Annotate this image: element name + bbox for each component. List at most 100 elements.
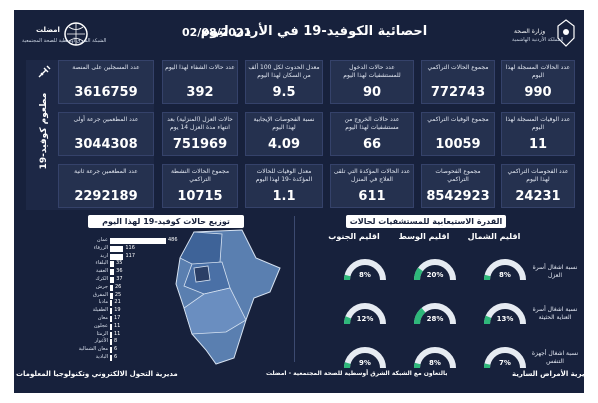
stat-label: عدد الحالات المؤكدة التي تلقى العلاج في … bbox=[333, 168, 411, 183]
stat-value: 4.09 bbox=[267, 137, 301, 152]
bar-value-label: 116 bbox=[125, 244, 135, 251]
stat-card-death-rate: معدل الوفيات للحالات المؤكدة -19 لهذا ال… bbox=[245, 164, 323, 208]
capacity-title: القدرة الاستيعابية للمستشفيات لحالات كوف… bbox=[346, 215, 506, 239]
stat-value: 66 bbox=[362, 137, 382, 152]
bar bbox=[110, 284, 113, 291]
stat-label: عدد الفحوصات التراكمي لهذا اليوم bbox=[507, 168, 569, 183]
governorate-label: الزرقاء bbox=[93, 244, 108, 251]
vaccine-dose1-card: عدد المطعمين جرعة أولى 3044308 bbox=[58, 112, 154, 156]
bar-value-label: 36 bbox=[116, 268, 123, 275]
occupancy-gauge: 8% bbox=[412, 342, 458, 378]
stat-label: مجموع الحالات النشطة التراكمي bbox=[170, 168, 230, 183]
gauge-value: 8% bbox=[499, 271, 511, 279]
stat-label: معدل الحدوث لكل 100 ألف من السكان لهذا ا… bbox=[248, 64, 320, 79]
gauge-value: 28% bbox=[426, 315, 444, 323]
bar bbox=[110, 253, 124, 260]
stat-value: 90 bbox=[362, 85, 382, 100]
gauge-value: 8% bbox=[359, 271, 371, 279]
emblem-icon bbox=[557, 19, 575, 47]
stat-value: 8542923 bbox=[426, 189, 490, 204]
stat-value: 24231 bbox=[515, 189, 561, 204]
governorate-label: معان bbox=[97, 315, 108, 321]
stat-card-daily-tests: عدد الفحوصات التراكمي لهذا اليوم 24231 bbox=[501, 164, 575, 208]
footer-middle: بالتعاون مع الشبكة الشرق أوسطية للصحة ال… bbox=[266, 370, 448, 377]
gauge-track bbox=[344, 347, 386, 369]
vaccine-dose1-label: عدد المطعمين جرعة أولى bbox=[73, 116, 139, 123]
bar-value-label: 17 bbox=[114, 315, 121, 321]
bar bbox=[110, 308, 113, 315]
emphnet-logo: امضلت الشبكة الشرق أوسطية للصحة المجتمعي… bbox=[22, 16, 106, 52]
stat-label: مجموع الفحوصات التراكمي bbox=[435, 168, 481, 183]
bar-value-label: 486 bbox=[168, 237, 178, 243]
vaccine-dose2-value: 2292189 bbox=[74, 189, 138, 204]
stat-label: عدد حالات الشفاء لهذا اليوم bbox=[165, 64, 235, 71]
vaccine-dose2-card: عدد المطعمين جرعة ثانية 2292189 bbox=[58, 164, 154, 208]
occupancy-gauge: 20% bbox=[412, 254, 458, 290]
stat-card-daily-cases: عدد الحالات المسجلة لهذا اليوم 990 bbox=[501, 60, 575, 104]
gauge-fill bbox=[414, 307, 426, 325]
bar bbox=[110, 355, 112, 361]
bar-value-label: 25 bbox=[114, 291, 122, 298]
occupancy-gauge: 28% bbox=[412, 298, 458, 334]
governorate-label: البادية bbox=[95, 354, 108, 360]
gauge-fill bbox=[343, 362, 351, 369]
stat-label: عدد حالات الدخول للمستشفيات لهذا اليوم bbox=[343, 64, 401, 79]
bar-value-label: 37 bbox=[116, 276, 123, 282]
occupancy-gauge: 7% bbox=[482, 342, 528, 378]
gauge-track bbox=[344, 259, 386, 281]
bar-value-label: 11 bbox=[114, 322, 121, 329]
region-central-label: اقليم الوسط bbox=[398, 232, 450, 241]
stat-label: معدل الوفيات للحالات المؤكدة -19 لهذا ال… bbox=[255, 168, 313, 183]
gauge-value: 20% bbox=[426, 271, 444, 279]
stat-value: 392 bbox=[186, 85, 214, 100]
occupancy-gauge: 8% bbox=[342, 254, 388, 290]
bar-value-label: 6 bbox=[114, 354, 118, 360]
footer-right: مديرية الأمراض السارية bbox=[512, 370, 584, 378]
stat-label: نسبة الفحوصات الإيجابية لهذا اليوم bbox=[253, 116, 315, 131]
stat-value: 772743 bbox=[430, 85, 486, 100]
report-date: 02/08/2021 bbox=[182, 26, 252, 39]
stat-value: 9.5 bbox=[272, 85, 296, 100]
stat-card-home-treatment: عدد الحالات المؤكدة التي تلقى العلاج في … bbox=[330, 164, 414, 208]
governorate-label: العقبة bbox=[95, 268, 108, 275]
ventilators-label: نسبة اشغال أجهزة التنفس bbox=[531, 350, 579, 365]
stat-card-total-active: مجموع الحالات النشطة التراكمي 10715 bbox=[162, 164, 238, 208]
stat-card-daily-recoveries: عدد حالات الشفاء لهذا اليوم 392 bbox=[162, 60, 238, 104]
vaccine-registered-card: عدد المسجلين على المنصة 3616759 bbox=[58, 60, 154, 104]
stat-card-total-cases: مجموع الحالات التراكمي 772743 bbox=[421, 60, 495, 104]
governorate-label: مادبا bbox=[98, 299, 108, 306]
stat-value: 10059 bbox=[435, 137, 481, 152]
bar bbox=[110, 245, 124, 252]
footer-left: مديرية التحول الالكتروني وتكنولوجيا المع… bbox=[16, 370, 178, 378]
stat-card-incidence-rate: معدل الحدوث لكل 100 ألف من السكان لهذا ا… bbox=[245, 60, 323, 104]
bar bbox=[110, 347, 112, 354]
gauge-fill bbox=[414, 267, 423, 281]
governorate-label: الرمثا bbox=[96, 330, 108, 337]
icu-beds-label: نسبة اشغال أسرة العناية الحثيثة bbox=[532, 306, 578, 321]
bar bbox=[110, 238, 166, 244]
governorate-label: معان الشمالية bbox=[78, 346, 108, 353]
gauge-fill bbox=[414, 362, 421, 369]
stat-card-home-isolation: حالات العزل (المنزلية) بعد انتهاء مدة ال… bbox=[162, 112, 238, 156]
bar-value-label: 19 bbox=[114, 307, 121, 314]
bar bbox=[110, 292, 113, 299]
ministry-name: وزارة الصحة bbox=[514, 28, 546, 35]
occupancy-gauge: 13% bbox=[482, 298, 528, 334]
bar bbox=[110, 269, 115, 276]
stat-value: 11 bbox=[528, 137, 548, 152]
governorate-label: اربد bbox=[100, 252, 108, 259]
governorate-label: البلقاء bbox=[95, 260, 108, 267]
bar-value-label: 6 bbox=[114, 346, 118, 353]
stat-card-total-tests: مجموع الفحوصات التراكمي 8542923 bbox=[421, 164, 495, 208]
gauge-value: 7% bbox=[499, 359, 511, 367]
gauge-track bbox=[344, 303, 386, 325]
bar bbox=[110, 331, 112, 338]
bar-value-label: 26 bbox=[114, 283, 122, 290]
occupancy-gauge: 9% bbox=[342, 342, 388, 378]
bar bbox=[110, 323, 112, 330]
region-south-label: اقليم الجنوب bbox=[328, 232, 380, 241]
header: امضلت الشبكة الشرق أوسطية للصحة المجتمعي… bbox=[14, 10, 584, 56]
gauge-fill bbox=[344, 274, 351, 281]
gauge-track bbox=[484, 347, 526, 369]
bar-value-label: 35 bbox=[116, 260, 123, 267]
